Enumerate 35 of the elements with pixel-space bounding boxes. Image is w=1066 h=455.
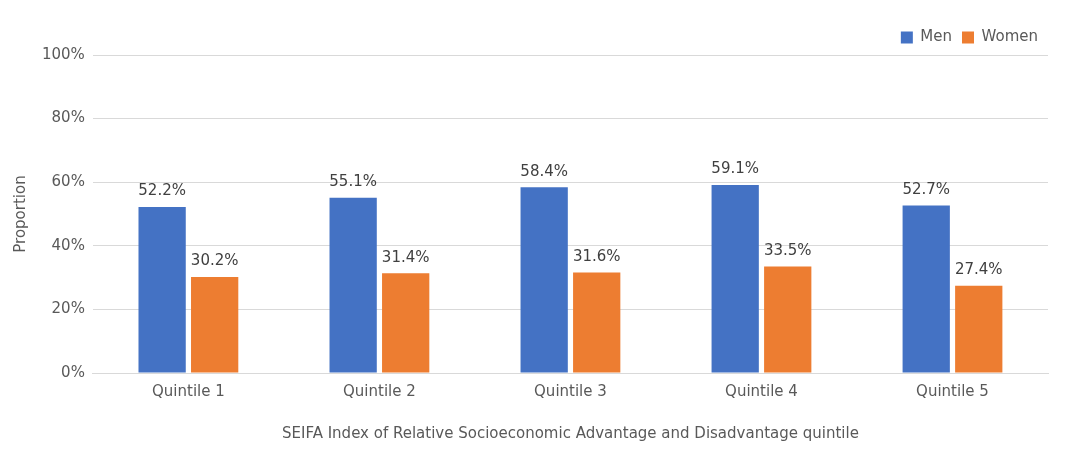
data-label: 55.1%: [329, 172, 377, 191]
x-tick-label: Quintile 1: [152, 381, 225, 400]
bar: [764, 266, 812, 373]
bar: [191, 276, 239, 373]
data-label: 52.7%: [902, 179, 951, 198]
bar: [955, 285, 1003, 373]
x-tick-label: Quintile 5: [916, 381, 989, 400]
legend-label: Women: [981, 27, 1039, 46]
y-tick-label: 100%: [41, 44, 85, 63]
y-tick-label: 20%: [51, 299, 85, 318]
y-tick-label: 40%: [51, 235, 85, 254]
y-tick-label: 80%: [51, 108, 85, 127]
bar: [138, 207, 186, 373]
bar: [902, 205, 950, 373]
data-label: 52.2%: [138, 181, 186, 200]
data-label: 31.6%: [572, 246, 621, 265]
x-axis-title: SEIFA Index of Relative Socioeconomic Advantage and Disadvantage quintile: [281, 423, 859, 442]
bar: [520, 187, 568, 373]
data-label: 59.1%: [711, 159, 760, 178]
data-label: 27.4%: [954, 260, 1003, 279]
x-tick-label: Quintile 4: [725, 381, 798, 400]
x-tick-label: Quintile 2: [343, 381, 416, 400]
bar: [382, 273, 430, 373]
bar: [329, 197, 377, 373]
x-tick-label: Quintile 3: [534, 381, 607, 400]
legend-label: Men: [920, 27, 953, 46]
y-tick-label: 0%: [61, 362, 85, 381]
bar: [711, 185, 759, 373]
y-tick-label: 60%: [51, 172, 85, 191]
data-label: 58.4%: [520, 161, 568, 180]
data-label: 33.5%: [763, 240, 812, 259]
y-axis-title: Proportion: [10, 175, 29, 253]
data-label: 30.2%: [190, 251, 239, 270]
bar: [573, 272, 621, 373]
data-label: 31.4%: [381, 247, 430, 266]
